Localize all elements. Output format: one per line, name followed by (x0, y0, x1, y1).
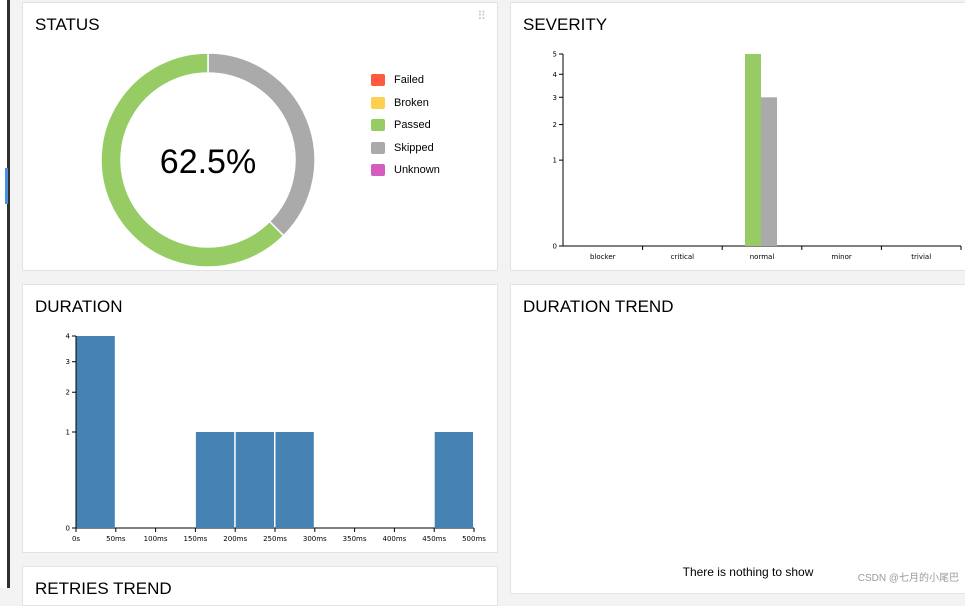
duration-x-tick-label: 100ms (144, 535, 168, 543)
duration-x-tick-label: 0s (72, 535, 80, 543)
legend-label: Broken (394, 96, 429, 109)
duration-bar-250-300 (275, 432, 314, 528)
duration-bar-0-50 (76, 336, 115, 528)
nav-divider (7, 0, 10, 588)
severity-bar-skipped-normal (761, 97, 777, 247)
watermark: CSDN @七月的小尾巴 (857, 573, 959, 584)
duration-y-tick-label: 1 (66, 429, 70, 437)
severity-bar-passed-normal (745, 54, 761, 246)
legend-label: Unknown (394, 164, 440, 177)
duration-bar-150-200 (195, 432, 235, 528)
severity-x-tick-label: trivial (911, 253, 931, 261)
duration-trend-title: DURATION TREND (523, 297, 674, 316)
duration-y-tick-label: 0 (66, 525, 70, 533)
duration-x-tick-label: 250ms (263, 535, 287, 543)
legend-label: Failed (394, 74, 424, 87)
duration-y-tick-label: 4 (66, 333, 71, 341)
status-percent: 62.5% (159, 143, 257, 181)
retries-trend-widget: RETRIES TREND (22, 566, 498, 606)
nav-active-marker (5, 168, 8, 204)
legend-item-passed[interactable]: Passed (371, 114, 440, 137)
status-title: STATUS (35, 15, 100, 34)
drag-handle-icon[interactable]: ⠿ (477, 9, 486, 23)
severity-y-tick-label: 1 (553, 157, 557, 165)
legend-label: Passed (394, 119, 431, 132)
status-donut-chart (100, 52, 316, 268)
duration-x-tick-label: 50ms (106, 535, 126, 543)
legend-item-unknown[interactable]: Unknown (371, 159, 440, 182)
duration-trend-widget: DURATION TREND There is nothing to show (510, 284, 965, 594)
legend-item-skipped[interactable]: Skipped (371, 137, 440, 160)
duration-x-tick-label: 500ms (462, 535, 486, 543)
severity-x-tick-label: minor (831, 253, 851, 261)
duration-x-tick-label: 400ms (382, 535, 406, 543)
donut-slice-passed (100, 52, 285, 268)
status-legend: Failed Broken Passed Skipped Unknown (371, 69, 440, 182)
severity-widget: SEVERITY 0 1 2 3 4 5 blocker critical normal mino… (510, 2, 965, 271)
legend-swatch (371, 119, 385, 132)
status-widget: STATUS ⠿ 62.5% Failed Broken Passed Skip… (22, 2, 498, 271)
severity-x-tick-label: blocker (590, 253, 616, 261)
severity-y-tick-label: 3 (553, 94, 557, 102)
severity-y-tick-label: 0 (553, 243, 557, 251)
empty-state-message: There is nothing to show (682, 565, 814, 579)
legend-item-broken[interactable]: Broken (371, 92, 440, 115)
severity-x-tick-label: critical (671, 253, 694, 261)
duration-x-tick-label: 300ms (303, 535, 327, 543)
severity-title: SEVERITY (523, 15, 608, 34)
duration-histogram: 0 1 2 3 4 0s 50ms 100ms 150ms 200ms 250ms 300ms 350m… (66, 333, 487, 544)
duration-y-tick-label: 3 (66, 358, 70, 366)
retries-trend-title: RETRIES TREND (35, 579, 172, 598)
legend-label: Skipped (394, 141, 434, 154)
severity-y-tick-label: 2 (553, 121, 557, 129)
legend-swatch (371, 74, 385, 87)
severity-bar-chart: 0 1 2 3 4 5 blocker critical normal minor trivial (553, 51, 962, 261)
duration-widget: DURATION 0 1 2 3 4 0s 50ms 100ms 150ms 200ms 250ms… (22, 284, 498, 553)
duration-x-tick-label: 450ms (422, 535, 446, 543)
duration-y-tick-label: 2 (66, 389, 70, 397)
severity-y-tick-label: 4 (553, 71, 558, 79)
severity-x-tick-label: normal (750, 253, 775, 261)
legend-item-failed[interactable]: Failed (371, 69, 440, 92)
duration-title: DURATION (35, 297, 123, 316)
duration-bar-200-250 (235, 432, 274, 528)
legend-swatch (371, 141, 385, 154)
severity-y-tick-label: 5 (553, 51, 557, 59)
duration-x-tick-label: 150ms (183, 535, 207, 543)
legend-swatch (371, 164, 385, 177)
legend-swatch (371, 96, 385, 109)
left-nav-edge (0, 0, 10, 588)
duration-x-tick-label: 200ms (223, 535, 247, 543)
duration-x-tick-label: 350ms (343, 535, 367, 543)
duration-bar-450-500 (434, 432, 473, 528)
